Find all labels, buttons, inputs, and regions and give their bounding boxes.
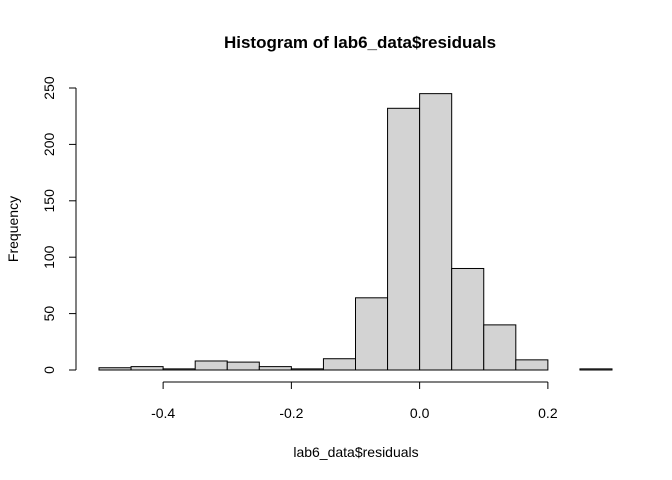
histogram-bar-0 (98, 367, 132, 371)
histogram-bar-13 (515, 359, 549, 371)
y-tick-label: 200 (41, 133, 57, 157)
x-tick-label: -0.4 (151, 405, 175, 421)
histogram-bar-11 (451, 267, 485, 371)
histogram-bar-7 (322, 358, 357, 371)
y-tick-label: 50 (41, 306, 57, 322)
histogram-bar-8 (355, 297, 389, 371)
histogram-bar-2 (162, 368, 196, 371)
histogram-bar-6 (290, 368, 324, 371)
x-tick-label: 0.0 (410, 405, 430, 421)
x-axis-label: lab6_data$residuals (293, 444, 418, 460)
histogram-bar-9 (387, 107, 421, 371)
y-tick-label: 150 (41, 189, 57, 213)
x-axis: -0.4 -0.2 0.0 0.2 (151, 381, 558, 421)
histogram-bar-1 (130, 366, 164, 371)
histogram-bar-12 (483, 324, 517, 371)
histogram-bar-3 (194, 360, 228, 371)
histogram-bar-15 (579, 368, 613, 371)
chart-title: Histogram of lab6_data$residuals (224, 33, 496, 52)
x-tick-label: 0.2 (538, 405, 558, 421)
y-tick-label: 100 (41, 245, 57, 269)
bars-group (98, 93, 613, 371)
y-tick-label: 250 (41, 76, 57, 100)
x-tick-label: -0.2 (279, 405, 303, 421)
histogram-bar-5 (258, 366, 292, 371)
y-axis-label: Frequency (5, 196, 21, 262)
histogram-bar-4 (226, 361, 260, 371)
y-axis: 0 50 100 150 200 250 (41, 76, 77, 374)
y-tick-label: 0 (41, 366, 57, 374)
histogram-bar-10 (419, 93, 453, 371)
